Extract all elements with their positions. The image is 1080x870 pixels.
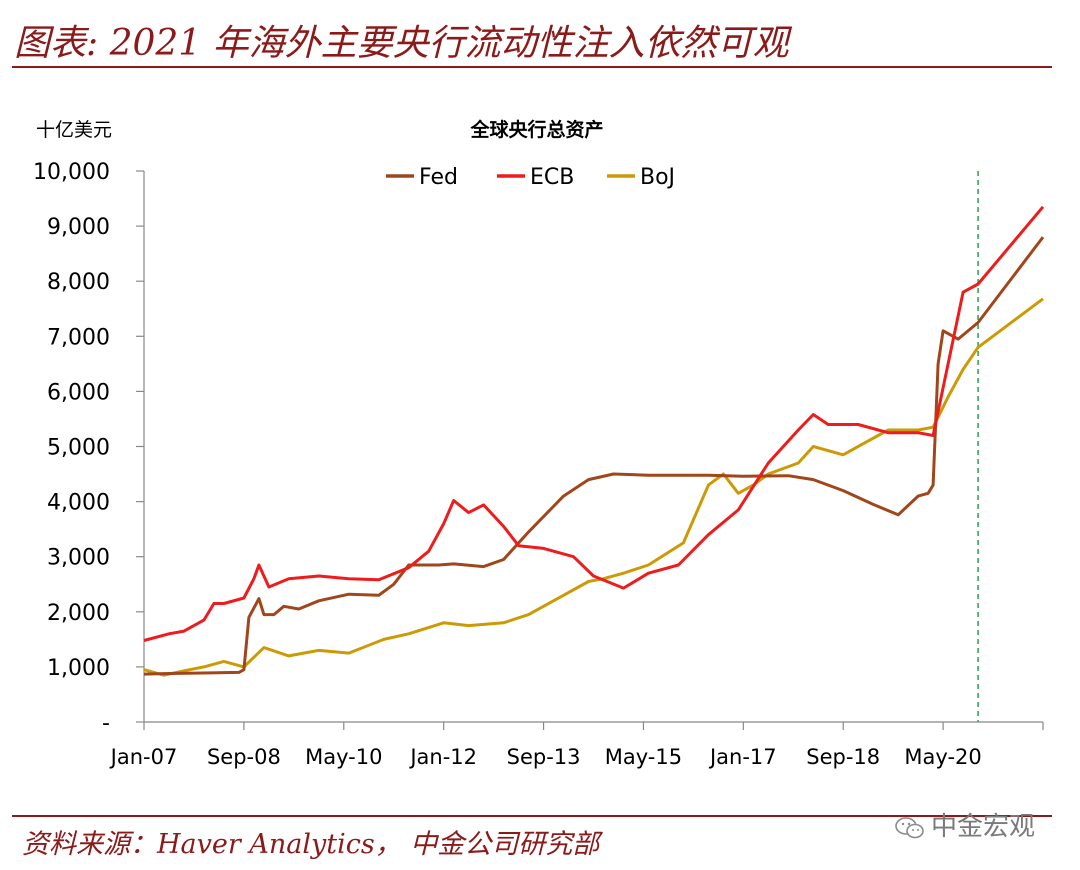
axes: - 1,000 2,000 3,000 4,000 5,000 6,000 7,000 8,00… [33,160,1044,769]
legend: Fed ECB BoJ [386,165,675,190]
legend-label-ecb: ECB [530,165,574,190]
legend-label-fed: Fed [419,165,458,190]
y-tick-label: 10,000 [33,160,110,185]
y-tick-label: 7,000 [47,325,110,350]
y-axis-label: 十亿美元 [36,119,112,141]
watermark-text: 中金宏观 [931,812,1036,842]
y-tick-label: 3,000 [47,546,110,571]
series-line-fed [143,236,1045,676]
page-title: 图表: 2021 年海外主要央行流动性注入依然可观 [14,23,789,64]
x-tick-label: Sep-13 [507,745,581,769]
y-tick-label: 4,000 [47,491,110,516]
series-layer [143,205,1045,677]
y-tick-label: 5,000 [47,436,110,461]
y-tick-label: 6,000 [47,380,110,405]
y-tick-label: 9,000 [47,215,110,240]
x-tick-label: May-15 [605,745,682,769]
legend-label-boj: BoJ [640,165,675,190]
x-tick-label: Jan-12 [408,745,477,769]
y-tick-label: 1,000 [47,656,110,681]
watermark: 中金宏观 [895,806,1035,843]
x-tick-label: May-10 [305,745,382,769]
chart: 十亿美元 全球央行总资产 - 1,000 2,000 3,000 4,000 5,000 6… [33,118,1045,769]
y-tick-label: 8,000 [47,270,110,295]
chart-title: 全球央行总资产 [469,118,603,141]
x-tick-label: Jan-07 [109,745,178,769]
x-tick-label: May-20 [904,745,981,769]
source-divider [12,815,1052,817]
x-tick-label: Jan-17 [708,745,777,769]
y-tick-label: - [102,711,110,736]
x-tick-label: Sep-18 [806,745,880,769]
series-line-ecb [143,205,1045,642]
source-note: 资料来源：Haver Analytics， 中金公司研究部 [22,829,600,860]
y-tick-label: 2,000 [47,601,110,626]
wechat-icon [895,816,924,838]
x-tick-label: Sep-08 [207,745,281,769]
title-divider [12,66,1052,68]
series-line-boj [143,297,1044,677]
